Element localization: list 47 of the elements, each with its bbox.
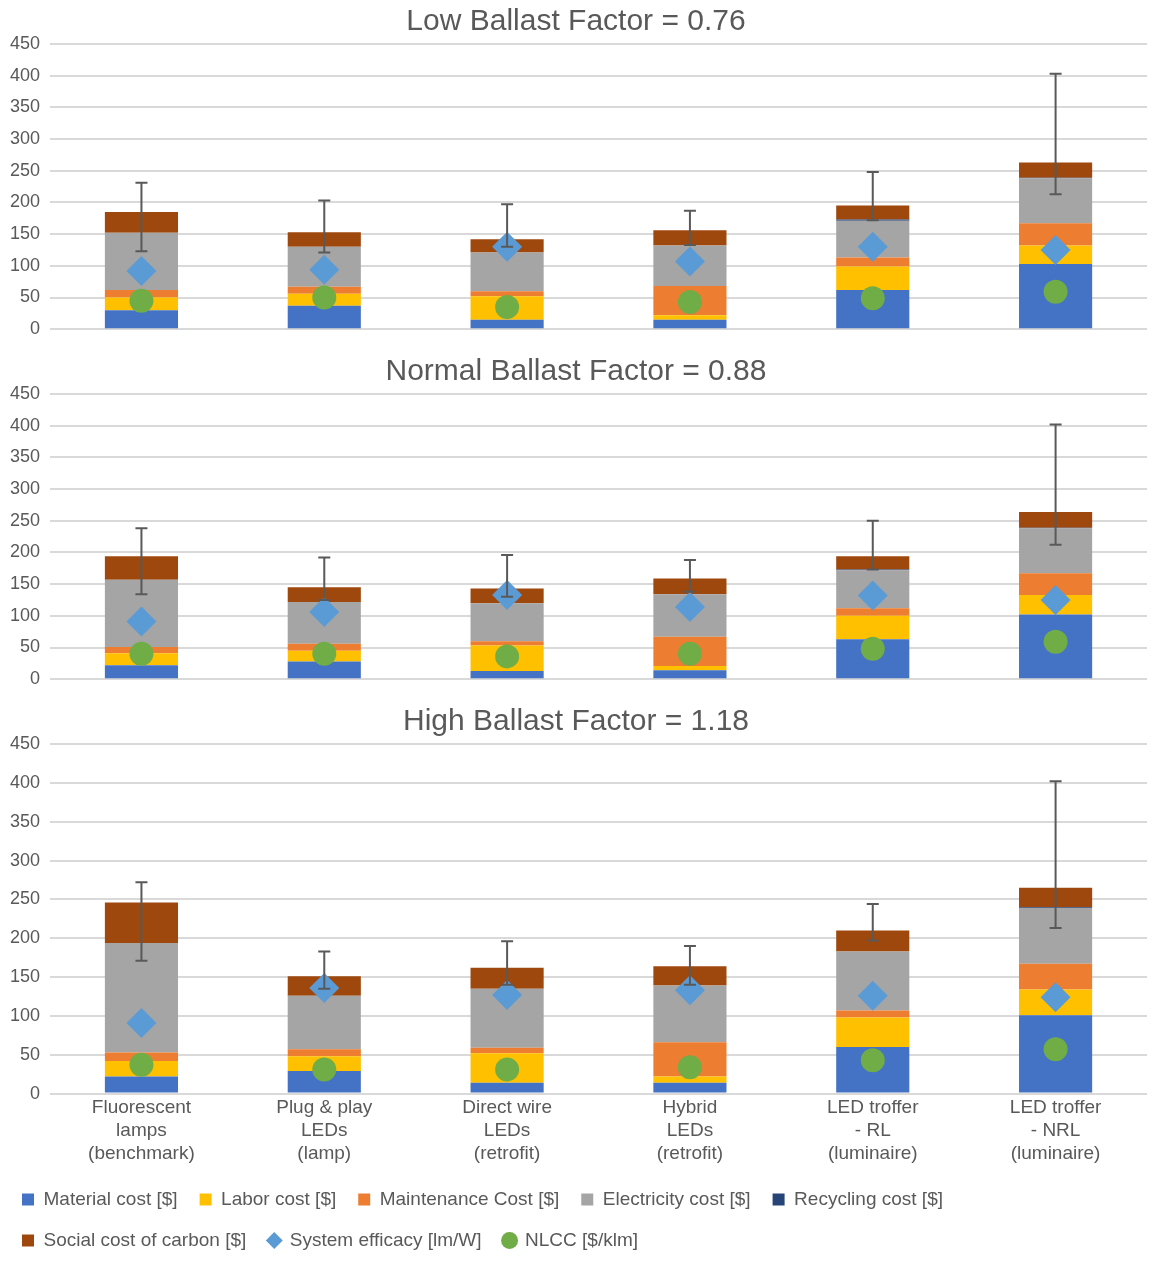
y-tick-label: 250: [9, 888, 41, 909]
y-tick-label: 150: [9, 573, 41, 594]
y-tick-label: 350: [9, 96, 41, 117]
y-tick-label: 100: [9, 254, 41, 275]
y-tick-label: 450: [9, 732, 41, 753]
y-tick-label: 50: [20, 286, 41, 307]
y-tick-label: 0: [30, 1082, 41, 1103]
y-tick-label: 400: [9, 771, 41, 792]
y-tick-label: 350: [9, 446, 41, 467]
legend-label: Recycling cost [$]: [794, 1187, 943, 1209]
y-tick-label: 150: [9, 966, 41, 987]
y-tick-label: 350: [9, 810, 41, 831]
legend-label: Maintenance Cost [$]: [379, 1187, 560, 1209]
legend-label: NLCC [$/klm]: [525, 1228, 639, 1250]
legend-label: System efficacy [lm/W]: [289, 1228, 482, 1250]
y-tick-label: 200: [9, 927, 41, 948]
y-tick-label: 250: [9, 509, 41, 530]
legend-label: Material cost [$]: [43, 1187, 178, 1209]
y-tick-label: 100: [9, 1004, 41, 1025]
y-tick-label: 200: [9, 541, 41, 562]
y-tick-label: 250: [9, 159, 41, 180]
y-tick-label: 50: [20, 1043, 41, 1064]
y-tick-label: 450: [9, 32, 41, 53]
y-tick-label: 100: [9, 604, 41, 625]
y-tick-label: 0: [30, 668, 41, 689]
legend-label: Social cost of carbon [$]: [43, 1228, 247, 1250]
y-tick-label: 300: [9, 128, 41, 149]
legend-label: Electricity cost [$]: [602, 1187, 751, 1209]
chart-title: High Ballast Factor = 1.18: [402, 703, 750, 737]
y-tick-label: 0: [30, 318, 41, 339]
y-tick-label: 300: [9, 849, 41, 870]
x-tick-label: Hybrid LEDs (retrofit): [656, 1096, 724, 1163]
y-tick-label: 300: [9, 478, 41, 499]
y-tick-label: 400: [9, 414, 41, 435]
legend-label: Labor cost [$]: [221, 1187, 337, 1209]
y-tick-label: 150: [9, 223, 41, 244]
x-tick-label: LED troffer - RL (luminaire): [826, 1096, 920, 1163]
x-tick-label: LED troffer - NRL (luminaire): [1009, 1096, 1103, 1163]
x-tick-label: Fluorescent lamps (benchmark): [88, 1096, 195, 1163]
y-tick-label: 400: [9, 64, 41, 85]
x-tick-label: Direct wire LEDs (retrofit): [462, 1096, 552, 1163]
y-tick-label: 50: [20, 636, 41, 657]
chart-title: Normal Ballast Factor = 0.88: [385, 353, 767, 387]
y-tick-label: 450: [9, 382, 41, 403]
x-tick-label: Plug & play LEDs (lamp): [276, 1096, 373, 1163]
chart-title: Low Ballast Factor = 0.76: [406, 3, 746, 37]
y-tick-label: 200: [9, 191, 41, 212]
